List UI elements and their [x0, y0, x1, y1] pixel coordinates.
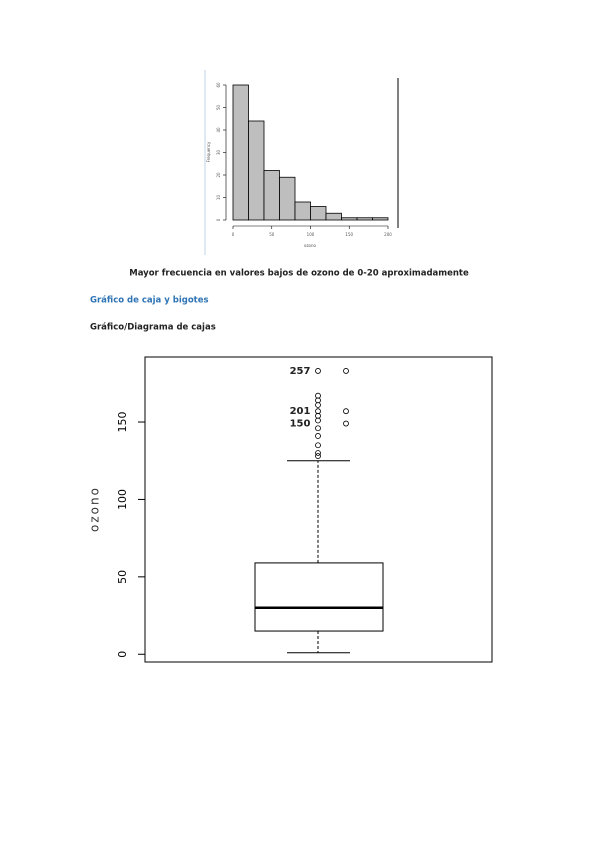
- outlier: [315, 453, 321, 459]
- x-tick-label: 100: [307, 232, 315, 237]
- y-tick-label: 50: [116, 570, 129, 584]
- bar: [279, 176, 296, 221]
- outlier: [315, 408, 321, 415]
- outlier-label: 201: [290, 406, 311, 417]
- y-tick-label: 30: [216, 150, 221, 156]
- outlier: [315, 442, 321, 449]
- x-tick-label: 150: [345, 232, 353, 237]
- y-tick-label: 20: [216, 172, 221, 178]
- y-tick-label: 10: [216, 195, 221, 201]
- labeled-outlier: [343, 420, 349, 427]
- y-tick-label: 50: [216, 105, 221, 111]
- y-tick-label: 150: [116, 412, 129, 433]
- bar: [325, 212, 342, 221]
- y-tick-label: 0: [116, 651, 129, 658]
- bar: [248, 120, 265, 221]
- labeled-outlier: [343, 368, 349, 374]
- caption: Mayor frecuencia en valores bajos de ozo…: [129, 269, 469, 279]
- x-tick-label: 0: [232, 232, 235, 237]
- outlier-label: 257: [290, 366, 311, 377]
- outlier-label: 150: [290, 419, 311, 430]
- labeled-outlier: [343, 408, 349, 415]
- x-tick-label: 50: [269, 232, 275, 237]
- bar: [356, 217, 373, 221]
- outlier: [315, 368, 321, 374]
- bar: [310, 206, 327, 221]
- bar: [263, 170, 280, 221]
- subheading: Gráfico/Diagrama de cajas: [90, 323, 216, 333]
- outlier: [315, 433, 321, 439]
- outlier: [315, 425, 321, 432]
- x-tick-label: 200: [384, 232, 392, 237]
- bar: [341, 217, 358, 221]
- box: [254, 562, 384, 632]
- x-axis-label: ozono: [304, 243, 317, 248]
- bar: [294, 201, 311, 221]
- outlier: [315, 450, 321, 456]
- y-axis-label: ozono: [88, 486, 102, 532]
- y-tick-label: 100: [116, 489, 129, 510]
- bar: [372, 217, 389, 221]
- outlier: [315, 392, 321, 399]
- y-tick-label: 40: [216, 127, 221, 133]
- y-tick-label: 60: [216, 82, 221, 88]
- section-heading: Gráfico de caja y bigotes: [90, 296, 209, 306]
- plot-frame: [144, 356, 493, 663]
- bar: [232, 84, 249, 221]
- y-tick-label: 0: [216, 218, 221, 221]
- y-axis-label: Frequency: [206, 141, 211, 162]
